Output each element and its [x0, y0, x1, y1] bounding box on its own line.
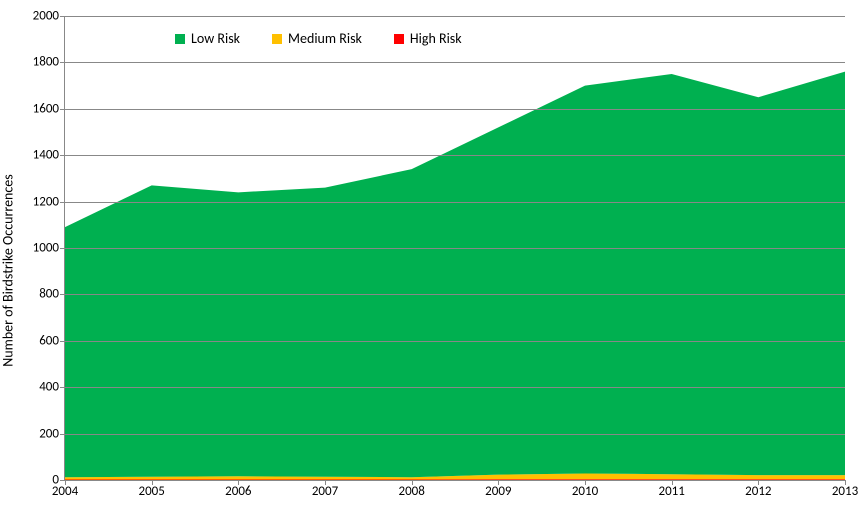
ytick-label: 2000 — [33, 9, 59, 24]
ytick-label: 400 — [39, 380, 59, 395]
ytick-mark — [60, 202, 65, 203]
gridline — [65, 434, 845, 435]
ytick-mark — [60, 62, 65, 63]
ytick-label: 800 — [39, 287, 59, 302]
y-axis-label: Number of Birdstrike Occurrences — [0, 174, 17, 367]
ytick-mark — [60, 341, 65, 342]
ytick-label: 1600 — [33, 101, 59, 116]
gridline — [65, 341, 845, 342]
gridline — [65, 202, 845, 203]
ytick-mark — [60, 387, 65, 388]
xtick-label: 2005 — [138, 484, 164, 499]
xtick-label: 2006 — [225, 484, 251, 499]
gridline — [65, 16, 845, 17]
legend-label: High Risk — [410, 30, 462, 47]
gridline — [65, 109, 845, 110]
legend-swatch — [394, 34, 404, 44]
xtick-label: 2008 — [398, 484, 424, 499]
birdstrike-area-chart: Number of Birdstrike Occurrences 0200400… — [0, 0, 864, 524]
legend-swatch — [175, 34, 185, 44]
ytick-label: 1400 — [33, 148, 59, 163]
ytick-mark — [60, 434, 65, 435]
ytick-label: 1200 — [33, 194, 59, 209]
xtick-label: 2013 — [832, 484, 858, 499]
ytick-mark — [60, 294, 65, 295]
area-low-risk — [65, 72, 845, 478]
ytick-label: 200 — [39, 426, 59, 441]
legend-item-low-risk: Low Risk — [175, 30, 240, 47]
ytick-label: 600 — [39, 333, 59, 348]
xtick-label: 2011 — [658, 484, 684, 499]
gridline — [65, 155, 845, 156]
plot-area: 0200400600800100012001400160018002000200… — [64, 16, 845, 481]
ytick-mark — [60, 248, 65, 249]
ytick-mark — [60, 16, 65, 17]
gridline — [65, 387, 845, 388]
legend-swatch — [272, 34, 282, 44]
xtick-label: 2012 — [745, 484, 771, 499]
ytick-mark — [60, 155, 65, 156]
legend: Low Risk Medium Risk High Risk — [175, 30, 462, 47]
xtick-label: 2007 — [312, 484, 338, 499]
legend-item-high-risk: High Risk — [394, 30, 462, 47]
ytick-label: 1800 — [33, 55, 59, 70]
ytick-mark — [60, 109, 65, 110]
xtick-label: 2004 — [52, 484, 78, 499]
legend-label: Low Risk — [191, 30, 240, 47]
gridline — [65, 248, 845, 249]
xtick-label: 2010 — [572, 484, 598, 499]
gridline — [65, 294, 845, 295]
gridline — [65, 62, 845, 63]
ytick-label: 1000 — [33, 241, 59, 256]
xtick-label: 2009 — [485, 484, 511, 499]
legend-item-medium-risk: Medium Risk — [272, 30, 362, 47]
legend-label: Medium Risk — [288, 30, 362, 47]
